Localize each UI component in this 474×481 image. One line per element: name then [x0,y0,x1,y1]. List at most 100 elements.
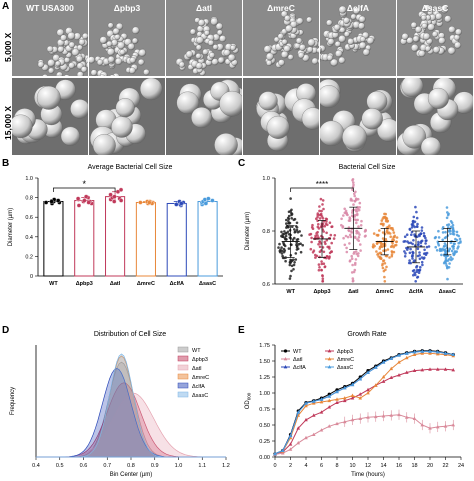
data-point [356,205,359,209]
data-point [321,203,324,206]
data-point [86,200,91,205]
data-point [445,206,449,209]
data-point [395,240,398,243]
y-tick-label: 0.50 [259,423,270,429]
sem-texture [400,4,462,58]
data-point [308,233,311,236]
data-point [350,393,355,397]
coccus-cell [258,91,278,111]
x-tick-label: 16 [396,463,402,469]
data-point [341,226,344,229]
data-point [376,234,380,237]
data-point [293,236,296,240]
data-point [419,232,423,235]
sem-texture [320,5,376,67]
data-point [325,231,328,235]
data-point [317,268,321,272]
data-point [410,226,414,229]
data-point [381,231,385,234]
data-point [443,248,447,251]
bar [135,202,156,277]
data-point [409,261,412,265]
data-point [392,238,396,242]
x-tick-label: ΔclfA [409,289,423,295]
legend-marker [327,349,332,353]
data-point [287,225,290,229]
data-point [382,249,385,252]
data-point [351,185,355,189]
strain-label: ΔclfA [346,3,370,13]
data-point [115,189,121,194]
coccus-cell [316,47,319,54]
data-point [416,275,420,279]
data-point [359,224,363,227]
data-point [441,231,445,234]
data-point [389,356,394,360]
x-tick-label: 22 [442,463,448,469]
data-point [354,261,357,265]
coccus-cell [60,126,80,146]
data-point [397,373,401,377]
data-point [295,243,298,247]
data-point [284,256,287,259]
coccus-cell [107,56,115,63]
data-point [404,415,409,419]
data-point [450,221,454,224]
coccus-cell [338,56,346,64]
data-point [335,421,339,426]
data-point [323,224,327,228]
coccus-cell [46,45,54,53]
data-point [366,415,370,419]
data-point [444,256,448,260]
data-point [311,227,315,230]
data-point [373,383,378,387]
data-point [424,239,428,243]
coccus-cell [76,55,83,63]
coccus-cell [86,62,88,69]
legend-marker [283,365,288,369]
data-point [421,263,424,267]
data-point [377,255,380,258]
coccus-cell [176,91,200,115]
data-point [304,435,308,440]
data-point [383,262,387,265]
coccus-cell [196,36,204,44]
coccus-cell [377,118,396,142]
data-point [332,237,336,240]
data-point [316,219,319,223]
coccus-cell [299,44,306,51]
data-point [319,410,324,414]
data-point [354,250,358,253]
data-point [321,217,325,220]
y-axis-label: Diameter (µm) [245,212,251,250]
sem-texture [320,79,396,152]
data-point [373,414,378,419]
data-point [417,242,420,246]
x-tick-label: Δatl [110,281,121,287]
coccus-cell [92,134,116,155]
coccus-cell [138,49,147,57]
data-point [278,249,282,253]
data-point [363,230,367,233]
chart-title: Distribution of Cell Size [94,331,166,338]
y-tick-label: 0.25 [259,439,270,445]
data-point [423,256,426,259]
data-point [410,223,414,226]
x-tick-label: WT [286,289,295,295]
coccus-cell [47,59,56,67]
y-tick-label: 1.50 [259,359,270,365]
data-point [391,228,395,232]
data-point [412,215,416,219]
data-point [388,232,392,235]
coccus-cell [131,37,139,44]
data-point [297,242,301,246]
coccus-cell [307,38,316,47]
coccus-cell [347,38,355,45]
data-point [412,260,416,263]
data-point [319,242,323,245]
x-tick-label: ΔmreC [376,289,394,295]
data-point [319,428,324,432]
data-point [358,392,363,396]
data-point [358,396,363,400]
coccus-cell [217,56,225,64]
